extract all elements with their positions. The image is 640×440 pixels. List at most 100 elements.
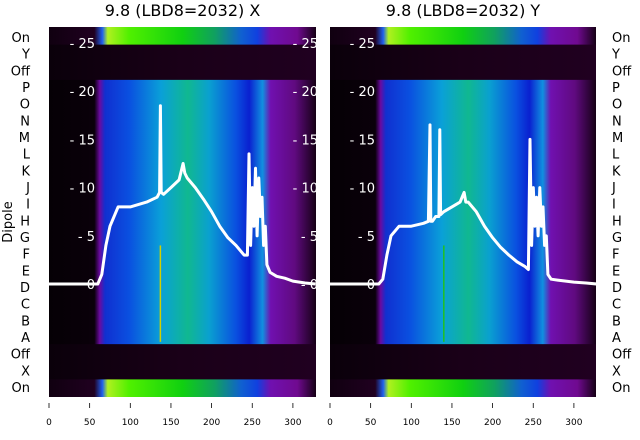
heatmap-row bbox=[49, 44, 316, 63]
row-label-left: On bbox=[12, 31, 30, 46]
x-tick-label: 100 bbox=[122, 418, 139, 428]
row-label-right: N bbox=[612, 114, 622, 129]
row-label-left: E bbox=[22, 264, 30, 279]
heatmap-row bbox=[330, 379, 596, 397]
overlay-ytick-label: - 0 bbox=[301, 278, 318, 293]
x-tick-label: 250 bbox=[525, 418, 542, 428]
overlay-ytick-label: - 5 bbox=[301, 230, 318, 245]
overlay-ytick-label: - 10 bbox=[70, 182, 95, 197]
heatmap-row bbox=[49, 27, 316, 46]
row-label-right: B bbox=[612, 314, 621, 329]
heatmap-row bbox=[49, 379, 316, 397]
overlay-ytick-label: - 20 bbox=[70, 85, 95, 100]
row-label-right: H bbox=[612, 214, 622, 229]
row-label-right: L bbox=[612, 148, 620, 163]
heatmap-row bbox=[330, 62, 596, 81]
heatmap-row bbox=[49, 344, 316, 363]
heatmap-row bbox=[330, 203, 596, 222]
heatmap-row bbox=[330, 150, 596, 169]
heatmap-row bbox=[330, 97, 596, 116]
overlay-ytick-label: - 25 bbox=[70, 37, 95, 52]
overlay-ytick-label: - 10 bbox=[293, 182, 318, 197]
x-tick-label: 0 bbox=[46, 418, 52, 428]
heatmap-row bbox=[330, 27, 596, 46]
heatmap-row bbox=[330, 79, 596, 98]
row-label-left: J bbox=[25, 181, 30, 196]
row-label-left: L bbox=[23, 148, 31, 163]
x-tick-label: 150 bbox=[162, 418, 179, 428]
row-label-right: E bbox=[612, 264, 620, 279]
heatmap-row bbox=[330, 273, 596, 292]
row-label-right: C bbox=[612, 298, 621, 313]
row-label-left: N bbox=[20, 114, 30, 129]
heatmap-row bbox=[330, 115, 596, 134]
heatmap-row bbox=[49, 308, 316, 328]
heatmap-row bbox=[49, 291, 316, 310]
row-label-left: A bbox=[21, 331, 30, 346]
overlay-ytick-label: - 15 bbox=[70, 133, 95, 148]
row-label-left: X bbox=[21, 364, 30, 379]
row-label-left: H bbox=[20, 214, 30, 229]
row-label-left: G bbox=[20, 231, 30, 246]
row-label-right: On bbox=[612, 31, 630, 46]
x-tick-label: 50 bbox=[365, 418, 377, 428]
x-tick-label: 200 bbox=[484, 418, 501, 428]
row-label-right: Off bbox=[612, 348, 632, 363]
overlay-ytick-label: - 25 bbox=[350, 37, 375, 52]
heatmap-row bbox=[49, 79, 316, 98]
overlay-ytick-label: - 10 bbox=[350, 182, 375, 197]
panel-title: 9.8 (LBD8=2032) X bbox=[105, 1, 261, 20]
heatmap-panel-x: 0 - 5 - 10 - 15 - 20 - 25 9.8 (LBD8=2032) X 0 50… bbox=[46, 1, 316, 428]
heatmap-row bbox=[330, 44, 596, 63]
row-label-right: M bbox=[612, 131, 623, 146]
overlay-ytick-label: - 5 bbox=[358, 230, 375, 245]
row-label-left: Off bbox=[11, 348, 31, 363]
heatmap-row bbox=[49, 203, 316, 222]
x-tick-label: 150 bbox=[443, 418, 460, 428]
row-label-left: P bbox=[22, 81, 30, 96]
row-label-right: G bbox=[612, 231, 622, 246]
overlay-ytick-label: - 5 bbox=[78, 230, 95, 245]
heatmap-panel-y: 0 - 5 - 10 - 15 - 20 - 25 9.8 (LBD8=2032) Y 0 50… bbox=[327, 1, 596, 428]
overlay-ytick-label: 0 bbox=[87, 278, 95, 293]
x-tick-label: 100 bbox=[403, 418, 420, 428]
overlay-line-y bbox=[330, 123, 596, 286]
heatmap-row bbox=[330, 361, 596, 380]
heatmap-row bbox=[49, 62, 316, 81]
x-tick-label: 250 bbox=[244, 418, 261, 428]
overlay-ytick-label: 0 bbox=[367, 278, 375, 293]
row-label-right: F bbox=[612, 248, 619, 263]
row-label-right: X bbox=[612, 364, 621, 379]
x-tick-label: 50 bbox=[84, 418, 96, 428]
heatmap-row bbox=[49, 361, 316, 380]
row-label-left: I bbox=[26, 198, 30, 213]
row-label-left: K bbox=[21, 164, 30, 179]
row-label-right: O bbox=[612, 98, 622, 113]
overlay-ytick-label: - 15 bbox=[293, 133, 318, 148]
panel-title: 9.8 (LBD8=2032) Y bbox=[386, 1, 541, 20]
heatmap-row bbox=[49, 256, 316, 275]
row-label-right: On bbox=[612, 381, 630, 396]
row-label-right: P bbox=[612, 81, 620, 96]
row-label-left: M bbox=[19, 131, 30, 146]
overlay-ytick-label: - 15 bbox=[350, 133, 375, 148]
heatmap-row bbox=[49, 132, 316, 151]
x-tick-label: 200 bbox=[203, 418, 220, 428]
y-axis-label: Dipole bbox=[1, 201, 16, 242]
row-label-right: J bbox=[611, 181, 616, 196]
row-label-left: F bbox=[23, 248, 30, 263]
heatmap-row bbox=[330, 326, 596, 345]
row-label-left: C bbox=[21, 298, 30, 313]
row-label-right: A bbox=[612, 331, 621, 346]
row-label-right: I bbox=[612, 198, 616, 213]
heatmap-row bbox=[330, 256, 596, 275]
heatmap-row bbox=[49, 273, 316, 292]
x-tick-label: 300 bbox=[565, 418, 582, 428]
row-label-right: K bbox=[612, 164, 621, 179]
overlay-ytick-label: - 20 bbox=[350, 85, 375, 100]
row-label-left: B bbox=[21, 314, 30, 329]
overlay-line-x bbox=[49, 104, 316, 286]
x-tick-label: 300 bbox=[284, 418, 301, 428]
overlay-ytick-label: - 20 bbox=[293, 85, 318, 100]
overlay-ytick-label: - 25 bbox=[293, 37, 318, 52]
